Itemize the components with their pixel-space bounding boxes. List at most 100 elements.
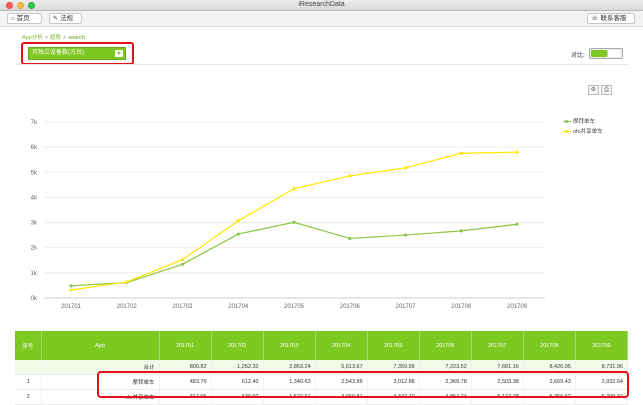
highlight-box-metric: [21, 42, 134, 65]
x-tick-label: 201704: [228, 304, 249, 310]
data-point[interactable]: [292, 187, 296, 191]
toolbar: ⌂ 首页 ✎ 法规 ☏ 联系客服: [0, 11, 643, 27]
compare-label: 对比:: [571, 53, 585, 59]
chevron-down-icon[interactable]: [115, 50, 123, 57]
x-tick-label: 201706: [340, 304, 361, 310]
legend-swatch: [563, 130, 571, 134]
table-cell-app[interactable]: 摩拜单车: [41, 374, 160, 390]
table-header[interactable]: App: [41, 331, 160, 360]
data-point[interactable]: [403, 233, 408, 237]
toggle-knob: [591, 50, 607, 57]
data-point[interactable]: [180, 262, 185, 266]
data-point[interactable]: [69, 288, 73, 292]
table-cell: [15, 360, 42, 375]
minimize-window-button[interactable]: [17, 2, 24, 9]
table-header[interactable]: 201702: [211, 331, 264, 360]
x-tick-label: 201703: [172, 304, 193, 310]
window-titlebar: iResearchData: [0, 0, 643, 11]
table-header: 序号: [15, 331, 42, 360]
table-header[interactable]: 201705: [367, 331, 420, 360]
table-cell: 612.40: [211, 374, 264, 390]
print-icon[interactable]: ⎙: [601, 85, 612, 95]
contact-button-label: 联系客服: [600, 15, 627, 22]
y-tick-label: 4k: [31, 195, 38, 201]
data-point[interactable]: [403, 166, 408, 170]
data-point[interactable]: [515, 150, 519, 154]
table-cell: 1,340.63: [263, 374, 316, 390]
table-cell-index: 1: [15, 374, 42, 390]
data-point[interactable]: [69, 284, 73, 288]
data-point[interactable]: [125, 280, 129, 284]
breadcrumb-current: search: [68, 35, 85, 41]
data-point[interactable]: [180, 258, 185, 262]
table-header[interactable]: 201708: [523, 331, 576, 360]
legend-label: ofo共享单车: [573, 129, 603, 135]
law-button[interactable]: ✎ 法规: [49, 13, 82, 24]
legend-label: 摩拜单车: [573, 119, 596, 125]
home-button[interactable]: ⌂ 首页: [7, 13, 42, 24]
table-header-row: 序号 App 201701 201702 201703 201704 20170…: [15, 331, 629, 360]
table-cell-index: 2: [15, 389, 42, 405]
y-tick-label: 2k: [31, 246, 38, 252]
x-tick-label: 201705: [284, 304, 305, 310]
data-point[interactable]: [348, 236, 352, 241]
y-tick-label: 6k: [31, 145, 38, 151]
table-row[interactable]: 1 摩拜单车 483.76 612.40 1,340.63 2,543.86 3…: [15, 374, 629, 390]
window-title: iResearchData: [298, 1, 345, 8]
series-line-1: [70, 221, 518, 287]
trend-line-chart: 0k 1k 2k 3k 4k 5k 6k 7k 201701 201702 201703 201704…: [31, 120, 545, 310]
table-cell: 2,543.86: [315, 374, 368, 390]
table-cell: 2,669.43: [523, 374, 576, 390]
table-header[interactable]: 201701: [159, 331, 212, 360]
table-header[interactable]: 201706: [419, 331, 472, 360]
metric-select-value: 月独立设备数(万台): [32, 50, 84, 56]
phone-icon: ☏: [591, 16, 599, 22]
y-tick-label: 5k: [31, 170, 38, 176]
table-header[interactable]: 201707: [471, 331, 524, 360]
table-header[interactable]: 201704: [315, 331, 368, 360]
x-tick-label: 201707: [395, 304, 416, 310]
breadcrumb-trend[interactable]: 趋势: [50, 35, 62, 41]
legend-item-series2[interactable]: ofo共享单车: [563, 127, 603, 137]
y-tick-label: 1k: [31, 271, 38, 277]
home-icon: ⌂: [11, 16, 15, 22]
table-cell: 3,012.88: [367, 374, 420, 390]
y-tick-label: 3k: [31, 221, 38, 227]
breadcrumb-separator: >: [63, 35, 67, 41]
metric-select[interactable]: 月独立设备数(万台): [28, 47, 126, 60]
table-header[interactable]: 201709: [575, 331, 629, 360]
data-point[interactable]: [459, 229, 463, 233]
compare-toggle[interactable]: [589, 48, 623, 59]
table-cell: 2,368.78: [419, 374, 472, 390]
data-point[interactable]: [348, 174, 352, 178]
law-button-label: 法规: [60, 15, 74, 22]
data-point[interactable]: [292, 220, 296, 224]
x-tick-label: 201701: [61, 304, 82, 310]
document-icon: ✎: [53, 16, 59, 22]
contact-support-button[interactable]: ☏ 联系客服: [587, 13, 635, 24]
data-point[interactable]: [236, 232, 240, 236]
table-cell: 483.76: [159, 374, 212, 390]
toggle-off-area: [607, 50, 620, 57]
x-tick-label: 201708: [451, 304, 472, 310]
x-tick-label: 201702: [117, 304, 138, 310]
table-cell: 2,503.38: [471, 374, 524, 390]
chart-settings-icon[interactable]: ⚙: [588, 85, 599, 95]
x-tick-label: 201709: [507, 304, 528, 310]
home-button-label: 首页: [16, 15, 30, 22]
y-tick-label: 7k: [31, 120, 38, 126]
y-tick-label: 0k: [31, 296, 38, 302]
breadcrumb: App分析 > 趋势 > search: [22, 33, 85, 41]
breadcrumb-separator: >: [44, 35, 49, 41]
highlight-box-rows: [97, 371, 629, 398]
data-point[interactable]: [236, 219, 240, 223]
data-point[interactable]: [515, 222, 519, 226]
legend-swatch: [563, 120, 571, 124]
data-point[interactable]: [459, 151, 463, 155]
table-header[interactable]: 201703: [263, 331, 316, 360]
breadcrumb-app-analysis[interactable]: App分析: [22, 35, 43, 41]
close-window-button[interactable]: [6, 2, 13, 9]
divider: [15, 64, 628, 65]
maximize-window-button[interactable]: [28, 2, 35, 9]
legend-item-series1[interactable]: 摩拜单车: [563, 117, 603, 127]
